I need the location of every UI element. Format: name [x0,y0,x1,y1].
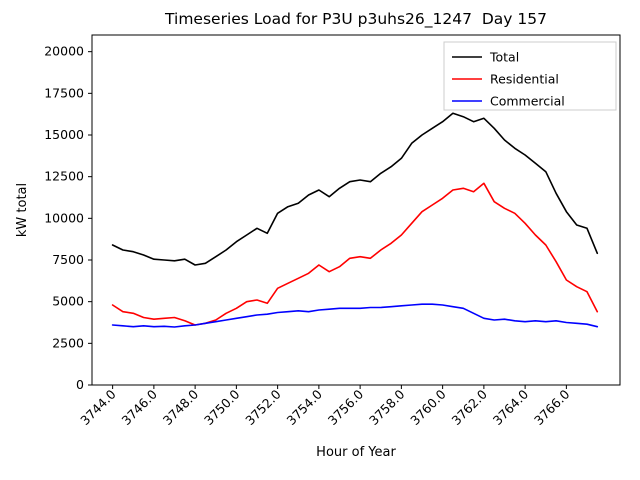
y-tick-label: 5000 [52,294,84,309]
legend-label-total: Total [489,50,519,65]
chart-title: Timeseries Load for P3U p3uhs26_1247 Day… [164,10,547,29]
y-tick-label: 10000 [44,210,84,225]
series-line-commercial [111,303,599,328]
y-tick-label: 2500 [52,335,84,350]
y-tick-label: 0 [76,377,84,392]
legend-label-residential: Residential [490,72,559,87]
y-tick-label: 17500 [44,85,84,100]
legend-label-commercial: Commercial [490,94,565,109]
y-tick-label: 20000 [44,44,84,59]
y-tick-label: 15000 [44,127,84,142]
legend-box [443,41,617,111]
series-line-residential [111,182,599,326]
y-axis-label: kW total [15,183,30,237]
legend: Total Residential Commercial [443,41,617,111]
y-axis-ticks: 0 2500 5000 7500 10000 12500 15000 17500 20000 [44,44,92,392]
x-axis-label: Hour of Year [316,445,396,460]
y-tick-label: 12500 [44,169,84,184]
series-group [111,112,599,328]
series-line-total [111,112,599,266]
y-tick-label: 7500 [52,252,84,267]
